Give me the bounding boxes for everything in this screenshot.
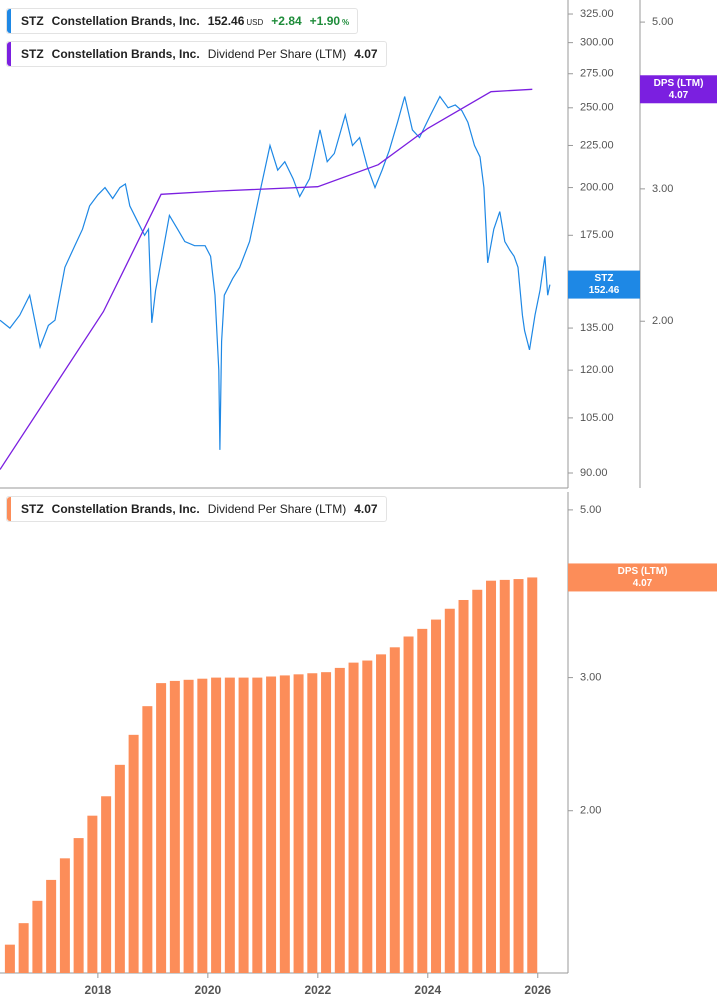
bar [73,838,84,973]
dps-bar-legend[interactable]: STZ Constellation Brands, Inc. Dividend … [6,496,387,522]
bar [527,577,538,973]
company: Constellation Brands, Inc. [51,14,200,28]
ticker: STZ [21,47,44,61]
bar [279,675,290,973]
bar [224,677,235,973]
ticker: STZ [21,502,44,516]
bar [4,944,15,973]
bar [403,636,414,973]
badge-label: DPS (LTM) [618,566,668,577]
legend-swatch [7,42,11,66]
x-tick-label: 2026 [524,983,551,997]
y2-tick-label: 3.00 [652,183,673,195]
y2-tick-label: 2.00 [652,315,673,327]
legend-swatch [7,497,11,521]
pct-unit: % [342,18,350,27]
bar [32,900,43,973]
y-tick-label: 2.00 [580,805,601,817]
bar [431,619,442,973]
value-badge[interactable]: DPS (LTM)4.07 [640,75,717,104]
y-tick-label: 5.00 [580,504,601,516]
bar [101,796,112,973]
bar [458,599,469,973]
bar [46,879,57,973]
company: Constellation Brands, Inc. [51,47,200,61]
bar [266,676,277,973]
bar [293,674,304,973]
badge-value: 152.46 [589,285,620,296]
bar [486,580,497,973]
badge-bg [568,563,717,592]
company: Constellation Brands, Inc. [51,502,200,516]
bar [472,589,483,973]
y-tick-label: 120.00 [580,364,614,376]
y-tick-label: 200.00 [580,181,614,193]
bar [376,654,387,973]
badge-value: 4.07 [633,578,653,589]
x-tick-label: 2020 [194,983,221,997]
bar [142,706,153,973]
y-tick-label: 105.00 [580,412,614,424]
series-line [0,88,533,470]
y-tick-label: 300.00 [580,37,614,49]
bar [18,923,29,973]
bar [169,680,180,973]
bar [348,662,359,973]
last-dps: 4.07 [354,47,378,61]
badge-bg [568,270,640,299]
y-tick-label: 135.00 [580,322,614,334]
series-line [0,95,551,450]
y-tick-label: 225.00 [580,139,614,151]
y-tick-label: 250.00 [580,102,614,114]
bar [128,734,139,973]
last-price: 152.46 [207,14,245,28]
y-tick-label: 325.00 [580,8,614,20]
y-tick-label: 175.00 [580,229,614,241]
bar [444,608,455,973]
bar [87,815,98,973]
bar [362,660,373,973]
bar [59,858,70,973]
bar [252,677,263,973]
metric: Dividend Per Share (LTM) [207,502,347,516]
change-pct: +1.90 [309,14,341,28]
y2-tick-label: 5.00 [652,16,673,28]
bar [238,677,249,973]
bar [114,764,125,973]
currency: USD [246,18,264,27]
bar [513,579,524,973]
bar [334,667,345,973]
badge-label: DPS (LTM) [654,78,704,89]
bar [389,647,400,973]
value-badge[interactable]: DPS (LTM)4.07 [568,563,717,592]
bar [499,579,510,973]
badge-value: 4.07 [669,90,689,101]
metric: Dividend Per Share (LTM) [207,47,347,61]
bar [211,677,222,973]
price-legend[interactable]: STZ Constellation Brands, Inc. 152.46 US… [6,8,359,34]
change: +2.84 [271,14,302,28]
y-tick-label: 275.00 [580,68,614,80]
x-tick-label: 2024 [414,983,441,997]
bar [417,628,428,973]
ticker: STZ [21,14,44,28]
badge-bg [640,75,717,104]
x-tick-label: 2018 [85,983,112,997]
bar [321,672,332,973]
y-tick-label: 3.00 [580,672,601,684]
bar [307,673,318,973]
x-tick-label: 2022 [304,983,331,997]
bar [197,678,208,973]
legend-swatch [7,9,11,33]
badge-label: STZ [595,273,614,284]
y-tick-label: 90.00 [580,467,608,479]
dps-legend[interactable]: STZ Constellation Brands, Inc. Dividend … [6,41,387,67]
last-dps: 4.07 [354,502,378,516]
bar [183,679,194,973]
bar [156,683,167,973]
